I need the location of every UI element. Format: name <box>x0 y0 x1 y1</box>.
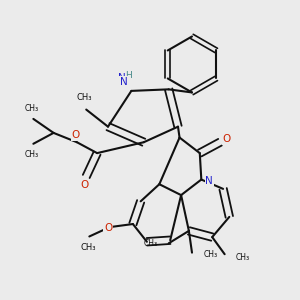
Text: N: N <box>118 74 126 83</box>
Text: O: O <box>223 134 231 144</box>
Text: CH₃: CH₃ <box>25 104 39 113</box>
Text: CH₃: CH₃ <box>80 243 95 252</box>
Text: N: N <box>205 176 213 186</box>
Text: N: N <box>120 76 128 87</box>
Text: CH₃: CH₃ <box>236 253 250 262</box>
Text: O: O <box>71 130 80 140</box>
Text: H: H <box>118 74 126 83</box>
Text: CH₃: CH₃ <box>77 93 92 102</box>
Text: CH₃: CH₃ <box>204 250 218 259</box>
Text: CH₃: CH₃ <box>144 239 158 248</box>
Text: O: O <box>81 180 89 190</box>
Text: H: H <box>125 71 132 80</box>
Text: O: O <box>104 223 112 233</box>
Text: CH₃: CH₃ <box>25 150 39 159</box>
